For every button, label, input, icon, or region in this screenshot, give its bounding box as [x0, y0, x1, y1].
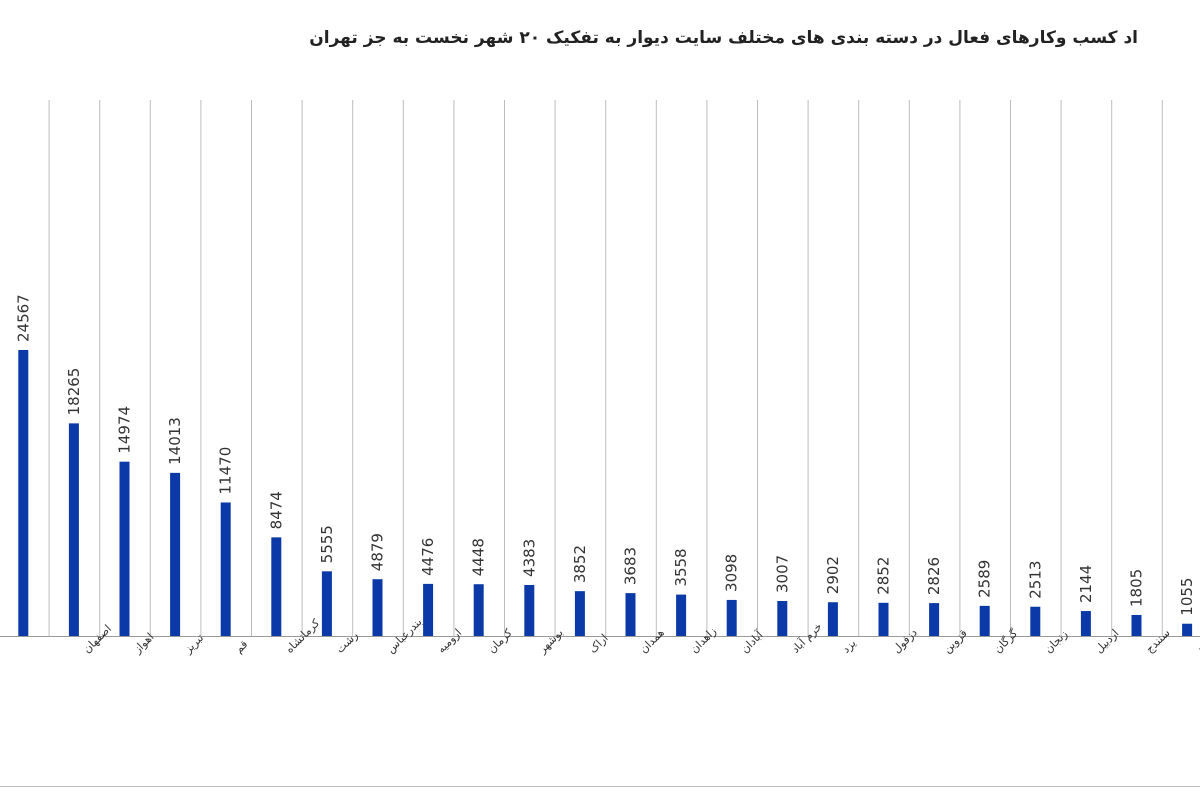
data-label: 2513 — [1026, 561, 1044, 599]
bar — [423, 583, 434, 636]
bar — [1080, 611, 1091, 636]
x-tick-label: اراک — [586, 632, 610, 656]
x-tick-label: قزوین — [941, 627, 970, 656]
x-tick-label: همدان — [637, 626, 667, 656]
data-label: 2852 — [875, 557, 893, 595]
bar — [271, 537, 282, 636]
x-tick-label: بروجرد — [1194, 624, 1200, 656]
bar — [473, 584, 484, 636]
bar — [220, 502, 231, 636]
data-label: 3852 — [571, 545, 589, 583]
bars — [18, 350, 1193, 636]
data-label: 8474 — [267, 491, 285, 529]
data-label: 3558 — [672, 548, 690, 586]
bar — [625, 593, 636, 636]
x-tick-label: بوشهر — [535, 626, 565, 656]
bar — [68, 423, 79, 636]
data-label: 18265 — [65, 368, 83, 416]
bottom-border — [0, 786, 1200, 787]
bar — [676, 594, 687, 636]
data-label: 1055 — [1178, 578, 1196, 616]
bar — [726, 599, 737, 636]
x-tick-label: زاهدان — [688, 625, 719, 656]
x-tick-label: اردبیل — [1092, 627, 1121, 656]
data-label: 3683 — [622, 547, 640, 585]
x-tick-label: قم — [232, 638, 250, 656]
gridlines — [48, 100, 1163, 636]
data-label: 2826 — [925, 557, 943, 595]
bar — [18, 350, 29, 636]
bar — [524, 584, 535, 636]
bar — [827, 602, 838, 636]
x-tick-label: رشت — [333, 629, 360, 656]
x-tick-label: تبریز — [181, 631, 206, 656]
data-label: 5555 — [318, 525, 336, 563]
data-label: 3098 — [723, 554, 741, 592]
x-tick-label: کرمانشاه — [283, 616, 323, 656]
data-label: 14013 — [166, 417, 184, 465]
x-tick-label: ارومیه — [435, 626, 465, 656]
bar — [1131, 614, 1142, 636]
data-label: 4383 — [520, 539, 538, 577]
data-label: 1805 — [1128, 569, 1146, 607]
bar — [878, 602, 889, 636]
x-tick-label: کرمان — [485, 626, 515, 656]
data-label: 4476 — [419, 538, 437, 576]
x-tick-label: سنندج — [1143, 626, 1173, 656]
chart-title: اد کسب وکارهای فعال در دسته بندی های مخت… — [309, 28, 1138, 48]
bar — [119, 461, 130, 636]
data-label: 14974 — [116, 406, 134, 454]
bar — [372, 579, 383, 636]
x-tick-label: اصفهان — [80, 622, 114, 656]
bar — [777, 600, 788, 636]
data-label: 3007 — [773, 555, 791, 593]
data-label: 2902 — [824, 556, 842, 594]
data-label: 4879 — [369, 533, 387, 571]
bar — [321, 571, 332, 636]
data-label: 2144 — [1077, 565, 1095, 603]
x-tick-label: اهواز — [130, 630, 156, 656]
bar — [170, 472, 181, 636]
data-label: 4448 — [470, 538, 488, 576]
x-tick-label: خرم آباد — [788, 619, 824, 655]
x-tick-label: گرگان — [991, 626, 1021, 656]
bar — [1030, 606, 1041, 636]
x-tick-label: بندرعباس — [384, 615, 424, 655]
data-labels: 24567 18265 14974 14013 11470 8474 5555 4879 447… — [14, 294, 1196, 615]
x-tick-label: یزد — [839, 637, 858, 656]
x-tick-label: دزفول — [890, 626, 920, 656]
bar — [979, 605, 990, 636]
x-tick-label: زنجان — [1042, 628, 1070, 656]
bar — [929, 603, 940, 636]
data-label: 11470 — [217, 447, 235, 495]
data-label: 2589 — [976, 560, 994, 598]
bar — [574, 591, 585, 636]
x-tick-label: آبادان — [738, 627, 767, 656]
bar — [1182, 623, 1193, 636]
data-label: 24567 — [14, 294, 32, 342]
